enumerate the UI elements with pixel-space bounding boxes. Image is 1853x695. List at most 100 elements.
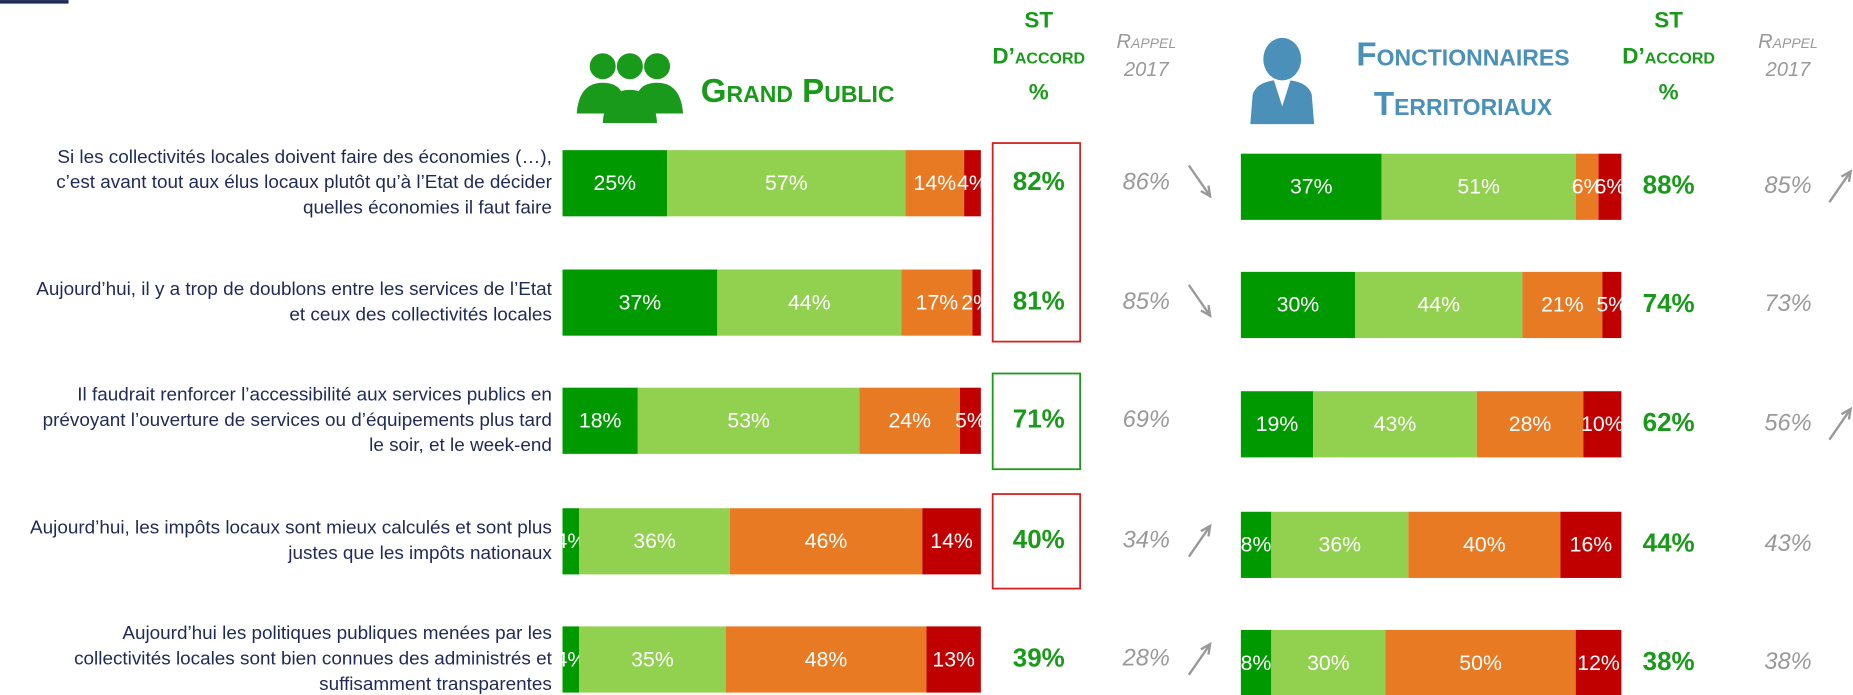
rappel-header: 2017 — [1765, 59, 1811, 81]
rappel-value: 86% — [1123, 169, 1170, 195]
highlight-box — [991, 142, 1082, 343]
segment-label: 30% — [1277, 293, 1320, 317]
bar-segment — [1240, 153, 1382, 220]
segment-label: 19% — [1256, 412, 1299, 436]
rappel-value: 85% — [1764, 173, 1811, 199]
bar-segment — [579, 626, 726, 693]
segment-label: 2% — [961, 290, 992, 314]
segment-label: 51% — [1457, 175, 1500, 199]
segment-label: 43% — [1374, 412, 1417, 436]
segment-label: 48% — [805, 647, 848, 671]
bar-segment — [1355, 271, 1523, 339]
bar-segment — [964, 150, 981, 217]
st-value: 44% — [1643, 528, 1695, 558]
bar-segment — [562, 387, 638, 454]
bar-segment — [1602, 271, 1622, 339]
segment-label: 8% — [1241, 651, 1272, 675]
rappel-value: 38% — [1764, 649, 1811, 675]
group-title: Grand Public — [701, 73, 895, 110]
st-header: ST — [1654, 7, 1683, 32]
statement: collectivités locales sont bien connues … — [74, 648, 553, 669]
statement: Aujourd’hui, les impôts locaux sont mieu… — [30, 518, 552, 539]
highlight-box — [991, 493, 1082, 590]
st-header: D’accord — [1622, 43, 1715, 68]
bar-segment — [972, 269, 981, 336]
bar-segment — [1476, 391, 1584, 458]
segment-label: 36% — [633, 529, 676, 553]
rappel-header: Rappel — [1116, 31, 1176, 53]
bar-segment — [859, 387, 960, 454]
segment-label: 25% — [594, 171, 637, 195]
st-value: 39% — [1013, 642, 1065, 672]
bar-segment — [562, 508, 580, 575]
bar-segment — [579, 508, 730, 575]
rappel-header: Rappel — [1758, 31, 1818, 53]
statement: suffisamment transparentes — [319, 674, 552, 695]
st-value: 38% — [1643, 646, 1695, 676]
group-title: Fonctionnaires — [1356, 37, 1569, 74]
segment-label: 44% — [788, 290, 831, 314]
segment-label: 16% — [1570, 533, 1613, 557]
segment-label: 28% — [1509, 412, 1552, 436]
rappel-value: 34% — [1123, 528, 1170, 554]
bar-segment — [729, 508, 923, 575]
statement: le soir, et le week-end — [369, 435, 552, 456]
st-header: D’accord — [992, 43, 1085, 68]
trend-arrow — [1187, 523, 1212, 558]
bar-segment — [926, 626, 981, 693]
highlight-box — [991, 372, 1082, 471]
group-title: Territoriaux — [1374, 86, 1553, 123]
segment-label: 4% — [556, 529, 587, 553]
bar-segment — [637, 387, 860, 454]
segment-label: 24% — [888, 409, 931, 433]
statement: quelles économies il faut faire — [303, 198, 552, 219]
rappel-value: 85% — [1123, 289, 1170, 315]
st-header: ST — [1024, 7, 1053, 32]
bar-segment — [922, 508, 981, 575]
bar-segment — [1271, 629, 1386, 695]
statement: Si les collectivités locales doivent fai… — [57, 147, 552, 168]
rappel-value: 69% — [1123, 407, 1170, 433]
st-value: 82% — [1013, 166, 1065, 196]
bar-segment — [1575, 153, 1599, 220]
segment-label: 57% — [765, 171, 808, 195]
segment-label: 37% — [1290, 175, 1333, 199]
segment-label: 37% — [619, 290, 662, 314]
segment-label: 36% — [1319, 533, 1362, 557]
segment-label: 10% — [1581, 412, 1624, 436]
statement: et ceux des collectivités locales — [289, 304, 552, 325]
segment-label: 53% — [727, 409, 770, 433]
bar-segment — [1522, 271, 1603, 339]
trend-arrow — [1187, 164, 1212, 199]
segment-label: 18% — [579, 409, 622, 433]
segment-label: 8% — [1241, 533, 1272, 557]
person-icon — [1250, 37, 1315, 125]
rappel-value: 73% — [1764, 291, 1811, 317]
segment-label: 21% — [1541, 293, 1584, 317]
segment-label: 44% — [1417, 293, 1460, 317]
bar-segment — [1385, 629, 1576, 695]
bar-segment — [1313, 391, 1477, 458]
rappel-value: 56% — [1764, 411, 1811, 437]
st-value: 74% — [1643, 288, 1695, 318]
bar-segment — [1575, 629, 1622, 695]
segment-label: 35% — [631, 647, 674, 671]
trend-arrow — [1187, 284, 1212, 318]
segment-label: 6% — [1595, 175, 1626, 199]
people-icon — [576, 53, 684, 123]
bar-segment — [667, 150, 906, 217]
segment-label: 17% — [916, 290, 959, 314]
statement: Il faudrait renforcer l’accessibilité au… — [77, 384, 552, 405]
st-value: 88% — [1643, 170, 1695, 200]
st-header: % — [1029, 79, 1049, 104]
segment-label: 14% — [930, 529, 973, 553]
bar-segment — [1271, 511, 1409, 578]
bar-segment — [562, 626, 580, 693]
rappel-value: 43% — [1764, 531, 1811, 557]
segment-label: 4% — [957, 171, 988, 195]
trend-arrow — [1828, 169, 1853, 203]
trend-arrow — [1828, 406, 1853, 441]
segment-label: 6% — [1572, 175, 1603, 199]
segment-label: 30% — [1307, 651, 1350, 675]
